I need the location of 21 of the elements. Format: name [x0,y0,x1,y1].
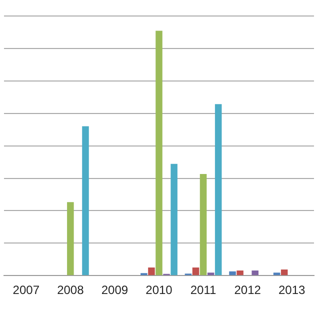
bar [207,272,214,276]
x-tick-label: 2008 [57,283,84,298]
bar [273,272,280,276]
bar [200,174,207,276]
x-tick-label: 2010 [146,283,173,298]
x-tick-label: 2007 [12,283,40,298]
bar [192,268,200,276]
bar [156,30,162,276]
bar [170,164,178,276]
x-tick-label: 2013 [278,283,306,298]
bar [148,268,155,276]
bar [214,104,222,276]
bar [280,269,288,276]
x-tick-label: 2009 [101,283,128,298]
bar [67,202,74,276]
bar [236,270,244,276]
bar [82,126,89,276]
bar [229,271,236,276]
x-tick-label: 2011 [190,283,217,298]
bar [252,270,258,276]
x-tick-label: 2012 [234,283,262,298]
